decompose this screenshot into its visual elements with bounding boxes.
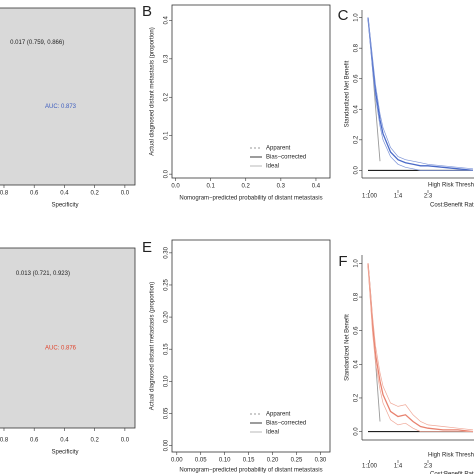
y-tick-label: 0.0: [354, 427, 360, 436]
y-tick-label: 0.4: [354, 104, 360, 113]
y-axis-label: Actual diagnosed distant metastasis (pro…: [150, 282, 156, 410]
plot-area: [367, 17, 474, 172]
y-tick-label: 0.2: [354, 393, 360, 402]
x-tick-label: 0.1: [206, 184, 215, 190]
legend-label: Bias−corrected: [266, 421, 306, 427]
panel-letter: B: [142, 3, 152, 20]
x-tick-label: 0.20: [267, 458, 279, 464]
x-tick-label: 0.4: [312, 184, 321, 190]
x-tick-label: 0.0: [121, 438, 130, 444]
legend-label: Ideal: [266, 164, 279, 170]
panel-letter: E: [142, 239, 152, 256]
panel-letter: F: [338, 253, 347, 270]
y-tick-label: 0.05: [164, 407, 170, 419]
x-tick-label: 0.05: [195, 458, 207, 464]
y-tick-label: 0.8: [354, 43, 360, 52]
x-tick-label: 0.00: [171, 458, 183, 464]
auc-label: AUC: 0.873: [45, 104, 77, 110]
x-tick-label: 0.6: [30, 438, 39, 444]
y-tick-label: 0.30: [164, 246, 170, 258]
y-tick-label: 0.20: [164, 311, 170, 323]
legend-label: Bias−corrected: [266, 155, 306, 161]
x-tick-label: 0.0: [121, 191, 130, 197]
x-tick-label: 1:100: [362, 194, 378, 200]
y-tick-label: 0.4: [164, 16, 170, 25]
plot-frame: [171, 4, 331, 179]
legend-label: Apparent: [266, 412, 291, 418]
y-tick-label: 0.0: [164, 169, 170, 178]
legend-label: Apparent: [266, 146, 291, 152]
x-tick-label: 0.6: [30, 191, 39, 197]
net-benefit-line: [367, 17, 473, 171]
x-tick-label: 0.10: [219, 458, 231, 464]
y-axis-label: Standardized Net Benefit: [345, 60, 351, 127]
x-tick-label: 0.4: [60, 438, 69, 444]
y-tick-label: 0.2: [354, 135, 360, 144]
x-tick-label: 0.8: [0, 438, 9, 444]
y-tick-label: 0.1: [164, 131, 170, 140]
net-benefit-line: [367, 263, 474, 431]
plot-frame: [171, 239, 331, 453]
y-tick-label: 0.3: [164, 54, 170, 63]
net-benefit-line: [367, 263, 473, 432]
net-benefit-line: [367, 17, 474, 170]
panel-letter: C: [338, 7, 349, 24]
y-tick-label: 0.6: [354, 74, 360, 83]
y-axis-label: Standardized Net Benefit: [345, 314, 351, 381]
y-tick-label: 0.8: [354, 292, 360, 301]
y-tick-label: 0.25: [164, 278, 170, 290]
x-tick-label: 1:100: [362, 464, 378, 470]
net-benefit-line: [367, 263, 474, 433]
auc-label: AUC: 0.876: [45, 346, 77, 352]
net-benefit-line: [367, 17, 474, 172]
x-tick-label: 1:4: [394, 464, 403, 470]
y-axis-label: Actual diagnosed distant metastasis (pro…: [150, 27, 156, 155]
x-tick-label: 0.3: [277, 184, 286, 190]
x-axis-label: Nomogram−predicted probability of distan…: [179, 196, 322, 202]
cutoff-annotation: 0.013 (0.721, 0.923): [16, 271, 70, 277]
y-tick-label: 1.0: [354, 13, 360, 22]
x-axis-label: Nomogram−predicted probability of distan…: [179, 468, 322, 474]
cutoff-annotation: 0.017 (0.759, 0.866): [10, 40, 64, 46]
x-tick-label: 0.8: [0, 191, 9, 197]
x2-axis-label: Cost:Benefit Ratio: [430, 472, 474, 474]
x-tick-label: 0.2: [242, 184, 251, 190]
plot-area: [367, 263, 474, 433]
legend-label: Ideal: [266, 430, 279, 436]
x-tick-label: 2:3: [424, 464, 433, 470]
y-tick-label: 0.10: [164, 375, 170, 387]
x-axis-label: Specificity: [51, 450, 78, 456]
x-tick-label: 0.2: [90, 191, 99, 197]
y-tick-label: 0.15: [164, 343, 170, 355]
y-tick-label: 0.4: [354, 359, 360, 368]
x-tick-label: 0.30: [315, 458, 327, 464]
x-tick-label: 0.4: [60, 191, 69, 197]
x-axis-label: High Risk Threshold: [428, 453, 474, 459]
x-tick-label: 0.2: [90, 438, 99, 444]
x-tick-label: 0.0: [171, 184, 180, 190]
plot-frame: [0, 7, 136, 186]
x-axis-label: High Risk Threshold: [428, 183, 474, 189]
x2-axis-label: Cost:Benefit Ratio: [430, 203, 474, 209]
plot-frame: [0, 247, 136, 429]
x-tick-label: 1:4: [394, 194, 403, 200]
y-tick-label: 0.6: [354, 326, 360, 335]
y-tick-label: 1.0: [354, 259, 360, 268]
x-tick-label: 0.15: [243, 458, 255, 464]
y-tick-label: 0.0: [354, 166, 360, 175]
y-tick-label: 0.2: [164, 92, 170, 101]
x-axis-label: Specificity: [51, 203, 78, 209]
x-tick-label: 0.25: [291, 458, 303, 464]
x-tick-label: 2:3: [424, 194, 433, 200]
y-tick-label: 0.00: [164, 439, 170, 451]
